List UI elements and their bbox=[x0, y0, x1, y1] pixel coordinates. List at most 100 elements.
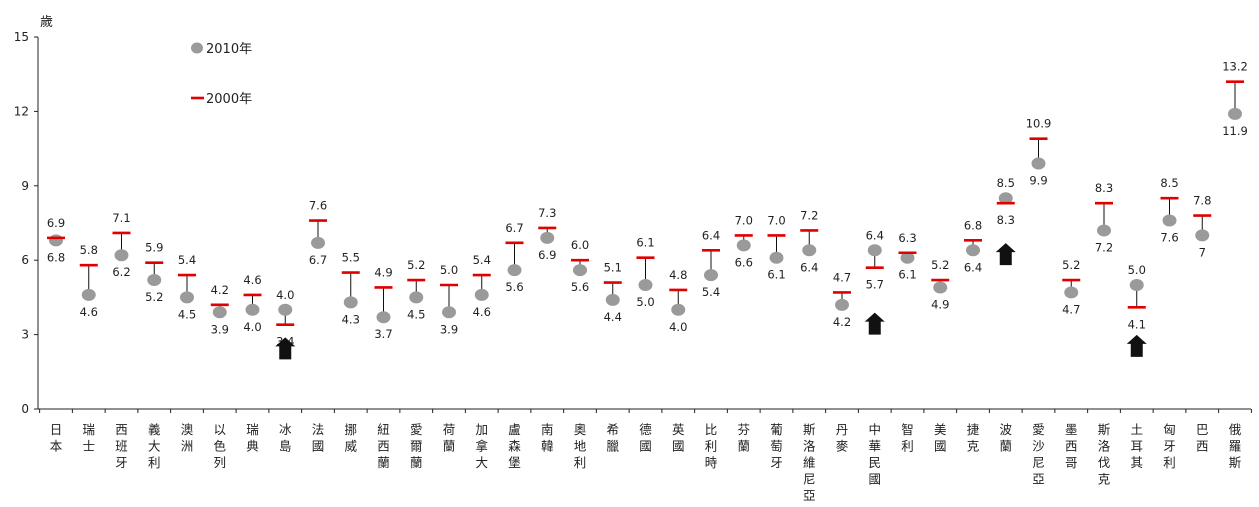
value-label-2000: 7.0 bbox=[767, 213, 785, 227]
value-label-2000: 5.2 bbox=[931, 258, 949, 272]
value-label-2000: 6.0 bbox=[571, 238, 589, 252]
value-label-2000: 7.0 bbox=[735, 213, 753, 227]
value-label-2010: 4.5 bbox=[178, 307, 196, 321]
value-label-2010: 4.2 bbox=[833, 315, 851, 329]
value-label-2010: 6.2 bbox=[112, 265, 130, 279]
category-label: 中華民國 bbox=[868, 422, 881, 487]
dot-2010 bbox=[180, 291, 194, 304]
value-label-2000: 7.6 bbox=[309, 199, 327, 213]
value-label-2000: 4.6 bbox=[243, 273, 261, 287]
value-label-2010: 5.0 bbox=[1128, 263, 1146, 277]
value-label-2010: 4.0 bbox=[669, 320, 687, 334]
value-label-2000: 4.9 bbox=[374, 265, 392, 279]
value-label-2010: 3.9 bbox=[211, 322, 229, 336]
dot-2010 bbox=[114, 249, 129, 262]
category-label: 斯洛伐克 bbox=[1098, 422, 1111, 487]
value-label-2000: 10.9 bbox=[1026, 117, 1052, 131]
dot-2010 bbox=[638, 279, 653, 291]
value-label-2010: 6.9 bbox=[538, 248, 556, 262]
dot-2010 bbox=[474, 288, 489, 301]
y-tick-label: 9 bbox=[21, 179, 29, 193]
value-label-2000: 5.8 bbox=[80, 243, 98, 257]
category-label: 荷蘭 bbox=[443, 422, 456, 454]
dot-2010 bbox=[966, 244, 980, 257]
category-label: 葡萄牙 bbox=[770, 422, 783, 470]
dot-2010 bbox=[245, 303, 260, 316]
up-arrow bbox=[864, 312, 885, 335]
dot-2010 bbox=[311, 236, 325, 249]
dot-2010 bbox=[507, 264, 522, 277]
legend-label-2000: 2000年 bbox=[206, 92, 252, 107]
dot-2010 bbox=[1162, 214, 1177, 227]
value-label-2010: 4.6 bbox=[80, 305, 98, 319]
value-label-2010: 7.2 bbox=[1095, 240, 1113, 254]
category-label: 日本 bbox=[50, 422, 63, 454]
category-label: 捷克 bbox=[967, 422, 980, 454]
category-label: 希臘 bbox=[606, 422, 619, 454]
value-label-2010: 11.9 bbox=[1222, 124, 1248, 138]
value-label-2000: 5.9 bbox=[145, 241, 163, 255]
category-label: 冰島 bbox=[279, 422, 292, 454]
y-tick-label: 6 bbox=[21, 253, 29, 267]
dot-2010 bbox=[49, 234, 63, 247]
category-label: 匈牙利 bbox=[1163, 422, 1176, 470]
value-label-2010: 4.3 bbox=[342, 312, 360, 326]
dot-2010 bbox=[1195, 229, 1210, 242]
category-label: 南韓 bbox=[541, 422, 554, 454]
category-label: 巴西 bbox=[1196, 422, 1209, 454]
value-label-2000: 7.3 bbox=[538, 206, 556, 220]
dot-2010 bbox=[736, 239, 751, 252]
value-label-2000: 7.8 bbox=[1193, 194, 1211, 208]
dot-2010 bbox=[573, 264, 587, 277]
value-label-2010: 5.0 bbox=[636, 295, 654, 309]
category-label: 加拿大 bbox=[475, 422, 488, 470]
dot-2010 bbox=[1097, 224, 1111, 237]
value-label-2000: 5.2 bbox=[407, 258, 425, 272]
value-label-2010: 6.6 bbox=[735, 255, 753, 269]
dot-2010 bbox=[933, 281, 948, 294]
value-label-2000: 7.1 bbox=[112, 211, 130, 225]
dot-2010 bbox=[1064, 286, 1079, 299]
category-label: 墨西哥 bbox=[1065, 422, 1078, 470]
y-tick-label: 0 bbox=[21, 402, 29, 416]
category-label: 土耳其 bbox=[1130, 422, 1143, 470]
value-label-2010: 6.1 bbox=[767, 268, 785, 282]
dot-2010 bbox=[540, 231, 555, 244]
category-label: 挪威 bbox=[344, 422, 357, 454]
value-label-2000: 5.7 bbox=[866, 278, 884, 292]
y-tick-label: 15 bbox=[14, 30, 29, 44]
value-label-2000: 4.7 bbox=[833, 270, 851, 284]
value-label-2010: 3.7 bbox=[374, 327, 392, 341]
value-label-2010: 9.9 bbox=[1029, 173, 1047, 187]
category-label: 法國 bbox=[312, 422, 325, 454]
up-arrow bbox=[1126, 334, 1147, 357]
value-label-2000: 6.8 bbox=[964, 218, 982, 232]
value-label-2000: 5.2 bbox=[1062, 258, 1080, 272]
category-label: 澳洲 bbox=[181, 422, 194, 454]
category-label: 紐西蘭 bbox=[377, 422, 390, 470]
value-label-2000: 4.1 bbox=[1128, 317, 1146, 331]
category-label: 德國 bbox=[639, 422, 652, 454]
value-label-2010: 4.0 bbox=[243, 320, 261, 334]
dot-2010 bbox=[704, 269, 718, 282]
category-label: 丹麥 bbox=[836, 422, 849, 454]
value-label-2010: 5.6 bbox=[571, 280, 589, 294]
value-label-2010: 3.9 bbox=[440, 322, 458, 336]
value-label-2000: 6.7 bbox=[505, 221, 523, 235]
value-label-2010: 4.5 bbox=[407, 307, 425, 321]
category-label: 瑞士 bbox=[82, 422, 95, 454]
value-label-2000: 6.4 bbox=[702, 228, 720, 242]
dot-2010 bbox=[1228, 107, 1242, 120]
value-label-2000: 5.4 bbox=[473, 253, 491, 267]
category-label: 愛爾蘭 bbox=[410, 422, 423, 470]
category-label: 智利 bbox=[901, 422, 914, 454]
dot-2010 bbox=[605, 293, 620, 306]
dot-2010 bbox=[147, 274, 162, 287]
dot-2010 bbox=[212, 306, 227, 319]
dot-2010 bbox=[998, 192, 1013, 205]
value-label-2010: 7 bbox=[1199, 245, 1206, 259]
value-label-2000: 5.1 bbox=[604, 261, 622, 275]
dot-2010 bbox=[409, 291, 424, 304]
value-label-2000: 8.3 bbox=[1095, 181, 1113, 195]
